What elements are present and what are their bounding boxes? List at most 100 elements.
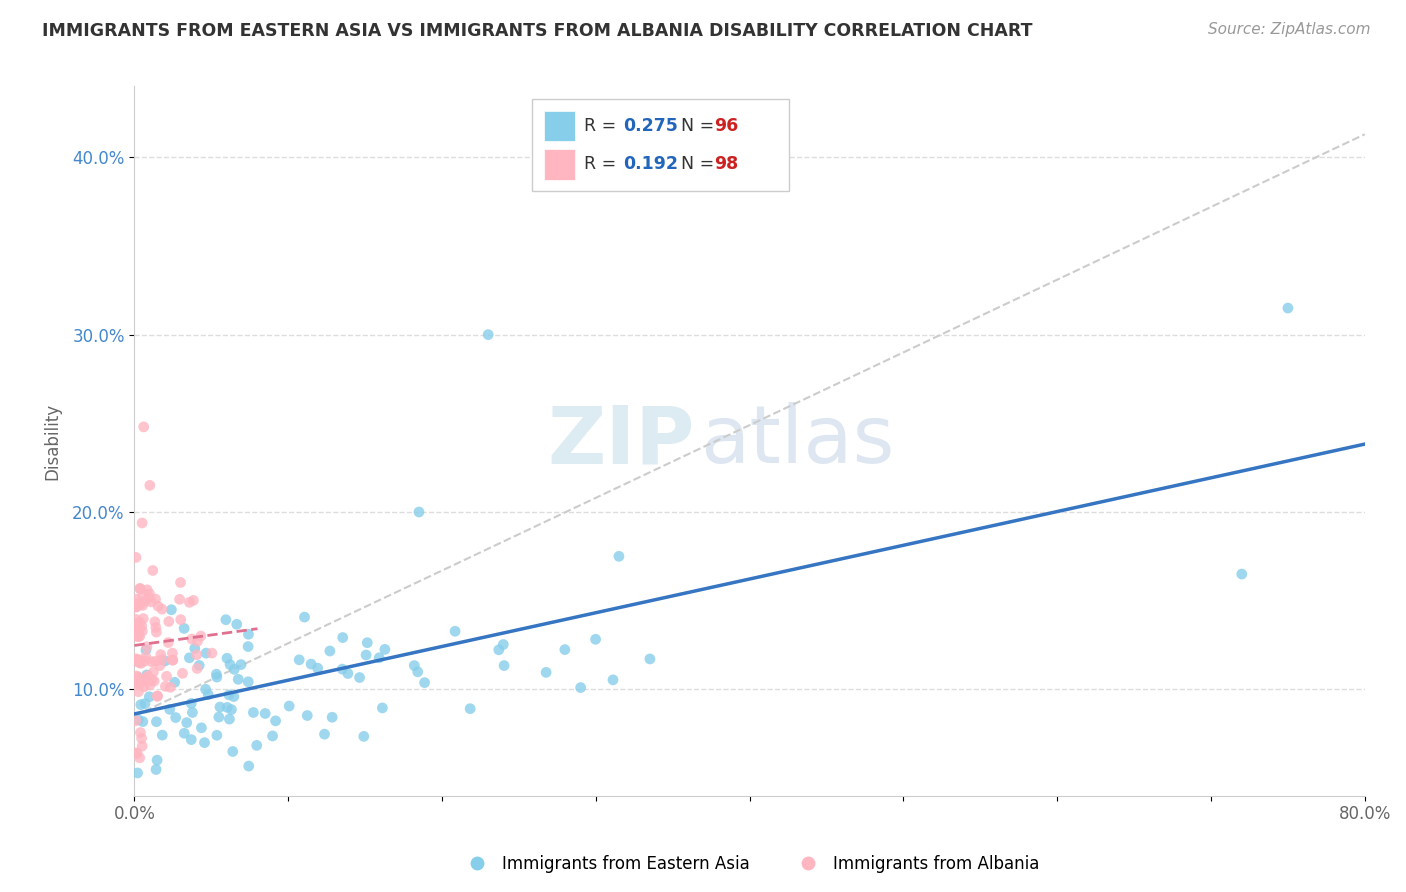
Point (1230, 567, 1253, 582)
Point (215, 651, 238, 665)
Point (492, 638, 515, 652)
Point (225, 617, 247, 632)
Point (218, 688, 240, 702)
Point (554, 642, 576, 657)
Point (238, 759, 260, 773)
Point (125, 623, 148, 637)
Point (125, 714, 148, 728)
Point (128, 653, 150, 667)
Point (125, 592, 148, 607)
Point (141, 673, 163, 687)
Y-axis label: Disability: Disability (44, 402, 60, 480)
Point (131, 731, 153, 746)
Point (193, 736, 215, 750)
Point (138, 690, 160, 704)
Text: atlas: atlas (700, 402, 894, 480)
Point (155, 669, 177, 683)
Point (132, 680, 155, 694)
Point (205, 670, 228, 684)
Point (349, 671, 371, 685)
Point (162, 653, 184, 667)
Point (477, 327, 499, 342)
Point (146, 753, 169, 767)
Point (197, 688, 219, 702)
Text: 96: 96 (714, 117, 738, 136)
Point (145, 620, 167, 634)
Point (169, 592, 191, 607)
Point (135, 640, 157, 654)
Point (180, 732, 202, 747)
Point (143, 674, 166, 689)
Point (127, 629, 149, 643)
Point (159, 681, 181, 695)
Point (356, 636, 378, 650)
Point (222, 690, 245, 704)
Point (374, 642, 396, 657)
Point (131, 516, 153, 530)
Text: N =: N = (681, 117, 720, 136)
Text: 0.192: 0.192 (623, 155, 678, 173)
Point (294, 610, 316, 624)
Point (170, 613, 193, 627)
Point (222, 744, 245, 758)
Point (138, 591, 160, 605)
Point (336, 666, 359, 681)
Point (217, 700, 239, 714)
Point (181, 706, 204, 720)
Point (354, 648, 377, 662)
Point (169, 575, 191, 590)
Point (131, 599, 153, 613)
Point (404, 658, 426, 673)
Text: Source: ZipAtlas.com: Source: ZipAtlas.com (1208, 22, 1371, 37)
Text: ZIP: ZIP (547, 402, 695, 480)
Point (160, 603, 183, 617)
Point (157, 615, 180, 629)
Point (195, 646, 218, 660)
Point (638, 652, 661, 666)
Point (190, 721, 212, 735)
Point (319, 644, 342, 658)
Point (125, 655, 148, 669)
Point (208, 700, 231, 714)
Point (229, 657, 252, 672)
Point (132, 611, 155, 625)
Point (321, 710, 343, 724)
Point (127, 674, 149, 689)
Point (246, 739, 269, 753)
Point (145, 625, 167, 640)
Point (125, 675, 148, 690)
Point (127, 671, 149, 685)
Point (408, 505, 430, 519)
Point (131, 739, 153, 753)
Point (128, 582, 150, 596)
Point (458, 702, 481, 716)
Point (129, 657, 152, 671)
Point (153, 654, 176, 668)
Point (307, 661, 329, 675)
Point (150, 652, 173, 666)
Point (278, 699, 301, 714)
Point (165, 710, 187, 724)
Point (201, 646, 224, 660)
Text: R =: R = (583, 117, 621, 136)
Point (125, 619, 148, 633)
Point (125, 628, 148, 642)
Point (136, 669, 159, 683)
Point (125, 600, 148, 615)
Point (157, 635, 180, 649)
Point (208, 710, 231, 724)
Point (125, 652, 148, 666)
Point (129, 698, 152, 712)
Point (128, 629, 150, 643)
Point (607, 549, 630, 564)
Legend: Immigrants from Eastern Asia, Immigrants from Albania: Immigrants from Eastern Asia, Immigrants… (453, 848, 1046, 880)
Point (215, 613, 238, 627)
Point (187, 634, 209, 648)
Point (132, 589, 155, 603)
Point (190, 629, 212, 643)
Point (125, 599, 148, 614)
Point (141, 655, 163, 669)
Point (406, 665, 429, 679)
Point (149, 648, 172, 662)
Point (135, 593, 157, 607)
